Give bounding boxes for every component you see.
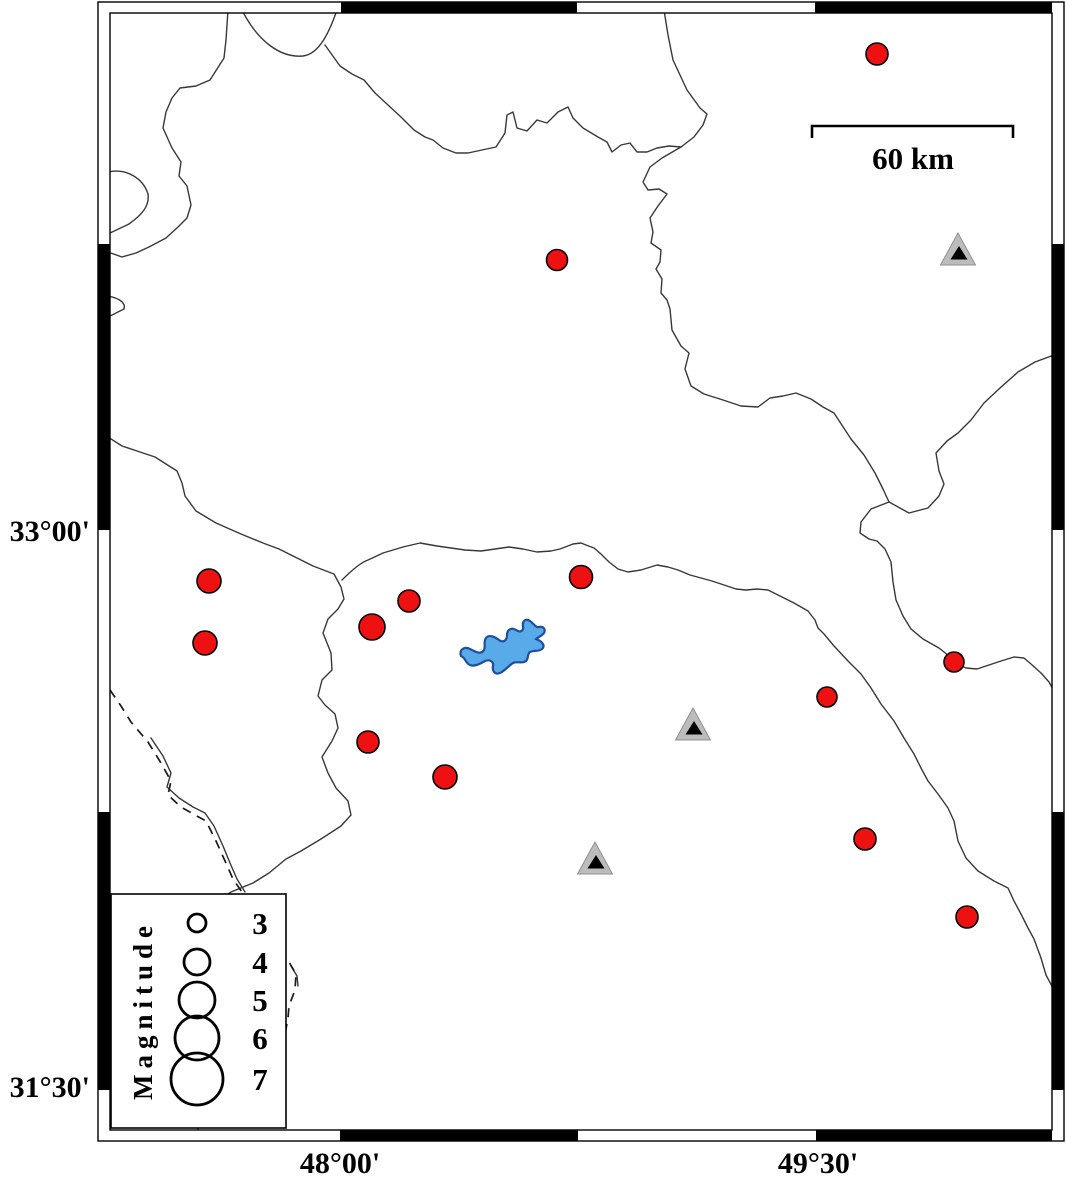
border-line bbox=[110, 13, 229, 258]
map-content: 60 km Magnitude 3 456 7 bbox=[110, 13, 1052, 1130]
earthquake-marker bbox=[568, 564, 594, 590]
scale-bar-label: 60 km bbox=[872, 141, 954, 176]
legend-title: Magnitude bbox=[128, 920, 158, 1100]
border-line bbox=[110, 295, 125, 317]
lon-label-right: 49°30' bbox=[778, 1147, 858, 1180]
lat-label-top: 33°00' bbox=[10, 515, 90, 548]
border-line bbox=[341, 542, 1052, 988]
border-line bbox=[642, 13, 890, 503]
earthquake-marker bbox=[545, 248, 569, 272]
dashed-boundary-line bbox=[110, 689, 297, 1041]
earthquake-marker bbox=[865, 42, 889, 66]
earthquake-marker bbox=[397, 589, 421, 613]
earthquake-marker bbox=[358, 613, 386, 641]
legend-size-label: 6 bbox=[252, 1021, 268, 1056]
station-markers bbox=[576, 231, 977, 875]
station-marker-core bbox=[685, 721, 703, 735]
lon-label-left: 48°00' bbox=[300, 1147, 380, 1180]
legend-size-label: 5 bbox=[252, 983, 268, 1018]
earthquake-marker bbox=[853, 827, 877, 851]
legend-size-circle bbox=[186, 912, 208, 934]
earthquake-marker bbox=[955, 905, 979, 929]
earthquake-marker bbox=[432, 764, 458, 790]
earthquake-marker bbox=[943, 651, 965, 673]
border-line bbox=[150, 737, 246, 893]
border-line bbox=[242, 13, 337, 57]
earthquake-marker bbox=[196, 568, 222, 594]
station-marker-core bbox=[950, 246, 968, 260]
legend-size-circle bbox=[182, 947, 212, 977]
map-frame bbox=[97, 1, 1065, 1142]
legend-size-circle bbox=[177, 980, 217, 1020]
earthquake-marker bbox=[192, 630, 218, 656]
axis-labels: 33°00' 31°30' 48°00' 49°30' bbox=[10, 515, 859, 1180]
border-line bbox=[290, 965, 299, 987]
legend-size-label: 3 bbox=[252, 906, 268, 941]
earthquake-markers bbox=[192, 42, 979, 929]
legend-size-circle bbox=[173, 1014, 221, 1062]
border-line bbox=[324, 44, 682, 154]
earthquake-marker bbox=[356, 730, 380, 754]
earthquake-marker bbox=[816, 686, 838, 708]
lake bbox=[459, 618, 546, 675]
legend-size-label: 7 bbox=[252, 1062, 268, 1097]
border-line bbox=[859, 354, 1052, 689]
scale-bar: 60 km bbox=[810, 124, 1015, 176]
magnitude-legend: Magnitude 3 456 7 bbox=[110, 893, 287, 1129]
legend-size-circle bbox=[169, 1051, 225, 1107]
station-marker-core bbox=[587, 855, 605, 869]
legend-size-label: 4 bbox=[252, 945, 268, 980]
border-line bbox=[110, 170, 149, 234]
lat-label-bottom: 31°30' bbox=[10, 1071, 90, 1104]
scale-bar-bracket bbox=[810, 124, 1015, 138]
